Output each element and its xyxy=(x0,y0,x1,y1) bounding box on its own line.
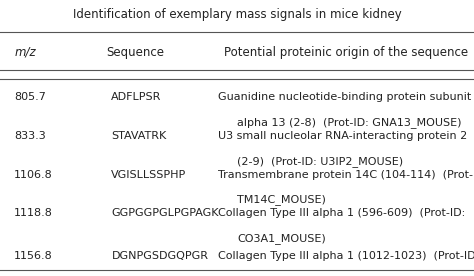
Text: TM14C_MOUSE): TM14C_MOUSE) xyxy=(237,195,326,206)
Text: Collagen Type III alpha 1 (1012-1023)  (Prot-ID:: Collagen Type III alpha 1 (1012-1023) (P… xyxy=(218,251,474,261)
Text: 805.7: 805.7 xyxy=(14,92,46,102)
Text: 1106.8: 1106.8 xyxy=(14,170,53,180)
Text: m/z: m/z xyxy=(14,46,36,59)
Text: Identification of exemplary mass signals in mice kidney: Identification of exemplary mass signals… xyxy=(73,8,401,21)
Text: GGPGGPGLPGPAGK: GGPGGPGLPGPAGK xyxy=(111,208,219,218)
Text: (2-9)  (Prot-ID: U3IP2_MOUSE): (2-9) (Prot-ID: U3IP2_MOUSE) xyxy=(237,156,403,167)
Text: 833.3: 833.3 xyxy=(14,131,46,141)
Text: Collagen Type III alpha 1 (596-609)  (Prot-ID:: Collagen Type III alpha 1 (596-609) (Pro… xyxy=(218,208,465,218)
Text: DGNPGSDGQPGR: DGNPGSDGQPGR xyxy=(111,251,209,261)
Text: 1156.8: 1156.8 xyxy=(14,251,53,261)
Text: VGISLLSSPHP: VGISLLSSPHP xyxy=(111,170,187,180)
Text: alpha 13 (2-8)  (Prot-ID: GNA13_MOUSE): alpha 13 (2-8) (Prot-ID: GNA13_MOUSE) xyxy=(237,117,462,128)
Text: Potential proteinic origin of the sequence: Potential proteinic origin of the sequen… xyxy=(224,46,468,59)
Text: CO3A1_MOUSE): CO3A1_MOUSE) xyxy=(237,233,326,244)
Text: Guanidine nucleotide-binding protein subunit: Guanidine nucleotide-binding protein sub… xyxy=(218,92,471,102)
Text: Sequence: Sequence xyxy=(106,46,164,59)
Text: 1118.8: 1118.8 xyxy=(14,208,53,218)
Text: U3 small nucleolar RNA-interacting protein 2: U3 small nucleolar RNA-interacting prote… xyxy=(218,131,467,141)
Text: STAVATRK: STAVATRK xyxy=(111,131,167,141)
Text: Transmembrane protein 14C (104-114)  (Prot-ID:: Transmembrane protein 14C (104-114) (Pro… xyxy=(218,170,474,180)
Text: ADFLPSR: ADFLPSR xyxy=(111,92,162,102)
